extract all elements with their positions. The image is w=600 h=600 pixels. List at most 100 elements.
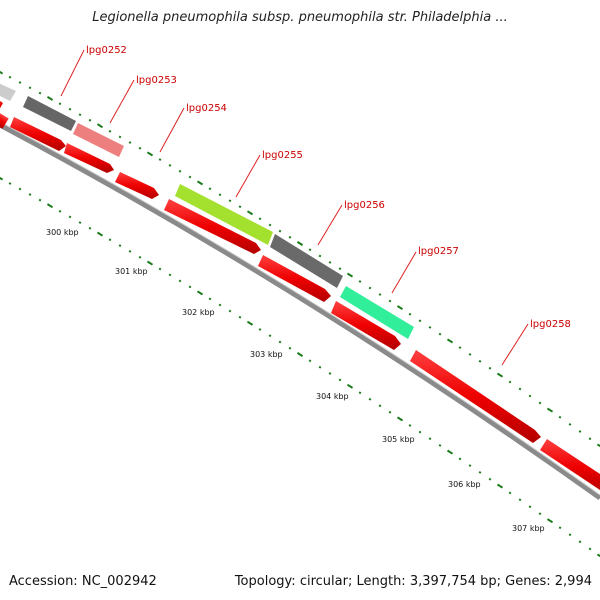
minor-tick — [528, 505, 532, 509]
gene-arrow[interactable] — [340, 286, 414, 339]
minor-tick — [338, 378, 342, 382]
gene-label[interactable]: lpg0258 — [530, 319, 571, 330]
scale-label: 303 kbp — [250, 350, 283, 359]
gene-arrow[interactable] — [64, 143, 114, 173]
major-tick — [0, 175, 4, 181]
major-tick — [196, 180, 204, 186]
minor-tick — [528, 394, 532, 398]
minor-tick — [188, 285, 192, 289]
major-tick — [596, 443, 600, 449]
minor-tick — [188, 175, 192, 179]
minor-tick — [118, 135, 122, 139]
gene-label[interactable]: lpg0256 — [344, 200, 385, 211]
minor-tick — [18, 187, 22, 191]
inner-tick-track — [0, 175, 600, 559]
minor-tick — [408, 312, 412, 316]
gene-arrow[interactable] — [175, 184, 273, 245]
minor-tick — [88, 118, 92, 122]
gene-label[interactable]: lpg0252 — [86, 45, 127, 56]
gene-arrow[interactable] — [0, 82, 16, 101]
map-title: Legionella pneumophila subsp. pneumophil… — [92, 10, 508, 25]
genome-summary: Topology: circular; Length: 3,397,754 bp… — [234, 574, 592, 589]
minor-tick — [228, 309, 232, 313]
gene-label[interactable]: lpg0254 — [186, 103, 227, 114]
minor-tick — [428, 326, 432, 329]
gene-arrow[interactable] — [258, 255, 331, 302]
minor-tick — [578, 540, 582, 544]
minor-tick — [388, 299, 392, 303]
accession-label: Accession: — [9, 574, 78, 589]
major-tick — [246, 210, 254, 216]
minor-tick — [8, 75, 12, 79]
scale-label: 304 kbp — [316, 392, 349, 401]
minor-tick — [518, 387, 522, 391]
minor-tick — [238, 315, 242, 319]
major-tick — [596, 553, 600, 559]
gene-label[interactable]: lpg0257 — [418, 246, 459, 257]
gene-arrow[interactable] — [410, 350, 541, 443]
minor-tick — [438, 444, 442, 447]
major-tick — [146, 260, 154, 266]
minor-tick — [38, 91, 42, 95]
minor-tick — [508, 491, 512, 495]
minor-tick — [368, 286, 372, 290]
gene-label[interactable]: lpg0255 — [262, 150, 303, 161]
minor-tick — [368, 397, 372, 401]
minor-tick — [308, 359, 312, 363]
minor-tick — [568, 423, 572, 426]
minor-tick — [328, 261, 332, 264]
minor-tick — [258, 217, 262, 221]
minor-tick — [258, 328, 262, 331]
gene-arrow[interactable] — [164, 199, 261, 254]
major-tick — [0, 69, 4, 75]
minor-tick — [488, 477, 492, 481]
minor-tick — [488, 366, 492, 370]
minor-tick — [518, 498, 522, 502]
minor-tick — [78, 113, 82, 117]
gene-arrow[interactable] — [23, 96, 76, 131]
minor-tick — [138, 146, 142, 150]
minor-tick — [388, 410, 392, 414]
major-tick — [246, 320, 254, 326]
gene-arrow[interactable] — [331, 301, 401, 350]
minor-tick — [68, 107, 72, 111]
gene-label[interactable]: lpg0253 — [136, 75, 177, 86]
gene-arrow[interactable] — [73, 123, 124, 157]
genes-label: Genes: — [505, 574, 551, 589]
minor-tick — [278, 229, 282, 233]
major-tick — [396, 416, 404, 422]
gene-arrow[interactable] — [115, 172, 159, 199]
scale-label: 301 kbp — [115, 267, 148, 276]
major-tick — [446, 449, 454, 455]
minor-tick — [458, 346, 462, 349]
minor-tick — [218, 303, 222, 307]
minor-tick — [58, 102, 62, 106]
gene-arrow[interactable] — [540, 439, 600, 494]
minor-tick — [268, 223, 272, 227]
minor-tick — [378, 404, 382, 408]
major-tick — [296, 241, 304, 246]
length-value: 3,397,754 bp — [409, 574, 497, 589]
minor-tick — [508, 380, 512, 384]
minor-tick — [128, 141, 132, 144]
minor-tick — [458, 457, 462, 461]
minor-tick — [478, 471, 482, 474]
minor-tick — [358, 280, 362, 283]
minor-tick — [288, 235, 292, 239]
gene-arrow[interactable] — [270, 234, 343, 288]
major-tick — [496, 372, 504, 378]
major-tick — [546, 518, 554, 524]
gene-arrow[interactable] — [10, 117, 66, 151]
length-label: Length: — [356, 574, 406, 589]
major-tick — [446, 338, 454, 344]
minor-tick — [318, 365, 322, 369]
gene-arrow[interactable] — [0, 98, 3, 112]
scale-label: 305 kbp — [382, 435, 415, 444]
minor-tick — [468, 464, 472, 467]
outer-tick-track — [0, 69, 600, 449]
minor-tick — [58, 209, 62, 213]
minor-tick — [28, 86, 32, 90]
scale-label: 302 kbp — [182, 308, 215, 317]
minor-tick — [478, 359, 482, 363]
